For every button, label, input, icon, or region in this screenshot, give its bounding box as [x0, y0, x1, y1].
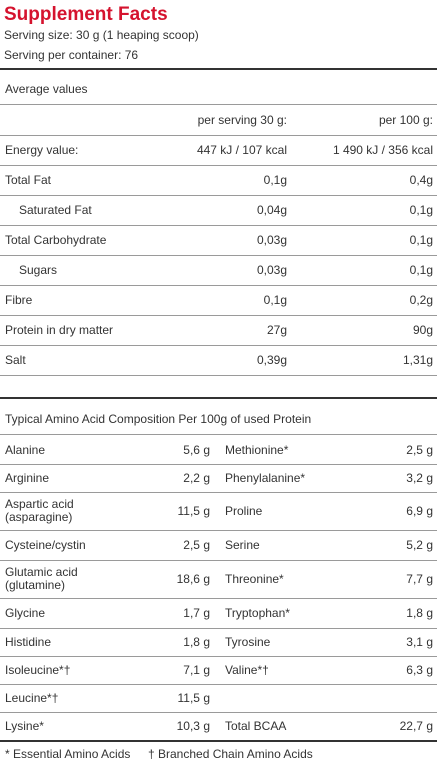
amino-value: 3,1 g — [406, 634, 433, 649]
amino-name: Glycine — [5, 605, 46, 620]
rule — [0, 285, 437, 286]
rule — [0, 492, 437, 493]
per-serving: 0,04g — [256, 202, 287, 217]
amino-value: 5,2 g — [406, 537, 433, 552]
amino-name: Proline — [225, 503, 263, 518]
amino-value: 1,8 g — [183, 634, 210, 649]
amino-name: Aspartic acid (asparagine) — [5, 497, 74, 524]
amino-name: Total BCAA — [225, 718, 287, 733]
amino-value: 1,8 g — [406, 605, 433, 620]
serving-size: Serving size: 30 g (1 heaping scoop) — [4, 27, 199, 42]
rule — [0, 740, 437, 742]
rule — [0, 684, 437, 685]
per-serving: 447 kJ / 107 kcal — [196, 142, 287, 157]
rule — [0, 68, 437, 70]
amino-name: Threonine* — [225, 571, 284, 586]
per-serving: 0,03g — [256, 232, 287, 247]
per-serving: 0,03g — [256, 262, 287, 277]
amino-value: 2,5 g — [406, 442, 433, 457]
amino-name: Valine*† — [225, 662, 269, 677]
per-100g: 1 490 kJ / 356 kcal — [332, 142, 433, 157]
rule — [0, 375, 437, 376]
rule — [0, 434, 437, 435]
per-100g: 0,1g — [409, 232, 433, 247]
amino-value: 2,2 g — [183, 470, 210, 485]
rule — [0, 195, 437, 196]
amino-name: Isoleucine*† — [5, 662, 71, 677]
rule — [0, 315, 437, 316]
rule — [0, 135, 437, 136]
amino-value: 22,7 g — [399, 718, 433, 733]
amino-value: 2,5 g — [183, 537, 210, 552]
amino-name: Glutamic acid (glutamine) — [5, 565, 78, 592]
per-100g: 1,31g — [402, 352, 433, 367]
rule — [0, 104, 437, 105]
amino-name: Tryptophan* — [225, 605, 290, 620]
amino-value: 6,3 g — [406, 662, 433, 677]
row-label: Salt — [5, 352, 26, 367]
per-serving: 0,39g — [256, 352, 287, 367]
per-serving: 0,1g — [263, 172, 287, 187]
row-label: Protein in dry matter — [5, 322, 114, 337]
title: Supplement Facts — [4, 3, 168, 25]
amino-name: Serine — [225, 537, 260, 552]
column-header: per serving 30 g: — [197, 112, 287, 127]
per-100g: 90g — [412, 322, 433, 337]
rule — [0, 656, 437, 657]
per-serving: 0,1g — [263, 292, 287, 307]
amino-value: 6,9 g — [406, 503, 433, 518]
per-100g: 0,4g — [409, 172, 433, 187]
rule — [0, 712, 437, 713]
rule — [0, 628, 437, 629]
row-label: Total Fat — [5, 172, 52, 187]
row-label: Saturated Fat — [19, 202, 92, 217]
rule — [0, 165, 437, 166]
per-100g: 0,1g — [409, 202, 433, 217]
amino-name: Phenylalanine* — [225, 470, 306, 485]
rule — [0, 598, 437, 599]
row-label: Fibre — [5, 292, 33, 307]
amino-name: Methionine* — [225, 442, 289, 457]
servings-per-container: Serving per container: 76 — [4, 47, 139, 62]
amino-name: Histidine — [5, 634, 52, 649]
rule — [0, 255, 437, 256]
rule — [0, 345, 437, 346]
rule — [0, 530, 437, 531]
amino-value: 11,5 g — [177, 690, 210, 705]
amino-value: 7,7 g — [406, 571, 433, 586]
rule — [0, 225, 437, 226]
amino-value: 11,5 g — [177, 503, 210, 518]
amino-name: Alanine — [5, 442, 46, 457]
per-100g: 0,2g — [409, 292, 433, 307]
footnote: † Branched Chain Amino Acids — [148, 746, 313, 761]
amino-value: 10,3 g — [176, 718, 210, 733]
amino-value: 18,6 g — [176, 571, 210, 586]
amino-value: 7,1 g — [183, 662, 210, 677]
rule — [0, 397, 437, 399]
row-label: Sugars — [19, 262, 58, 277]
rule — [0, 560, 437, 561]
section-heading: Typical Amino Acid Composition Per 100g … — [5, 411, 312, 426]
amino-name: Leucine*† — [5, 690, 59, 705]
per-100g: 0,1g — [409, 262, 433, 277]
footnote: * Essential Amino Acids — [5, 746, 131, 761]
row-label: Total Carbohydrate — [5, 232, 107, 247]
rule — [0, 464, 437, 465]
column-header: per 100 g: — [378, 112, 433, 127]
amino-value: 3,2 g — [406, 470, 433, 485]
per-serving: 27g — [266, 322, 287, 337]
amino-value: 5,6 g — [183, 442, 210, 457]
amino-name: Tyrosine — [225, 634, 271, 649]
amino-name: Lysine* — [5, 718, 44, 733]
amino-name: Arginine — [5, 470, 50, 485]
section-heading: Average values — [5, 81, 88, 96]
amino-value: 1,7 g — [183, 605, 210, 620]
row-label: Energy value: — [5, 142, 79, 157]
amino-name: Cysteine/cystin — [5, 537, 86, 552]
